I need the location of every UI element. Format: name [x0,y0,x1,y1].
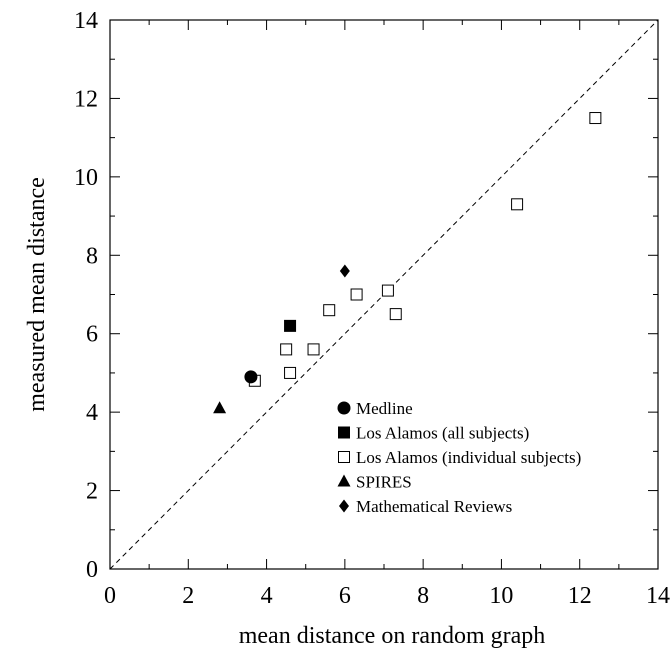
x-tick-label: 6 [339,583,351,609]
legend-label-spires: SPIRES [356,473,412,492]
y-tick-label: 8 [86,243,98,269]
legend-marker-medline [337,401,351,415]
x-tick-label: 14 [646,583,670,609]
x-tick-label: 2 [182,583,194,609]
data-point-mathematical-reviews [339,264,350,278]
y-tick-label: 10 [74,165,98,191]
data-point-los-alamos-individual-subjects [284,366,297,379]
data-point-los-alamos-individual-subjects [307,343,320,356]
legend-marker-los-alamos-all-subjects [338,426,350,439]
data-point-los-alamos-individual-subjects [381,284,394,297]
data-point-los-alamos-individual-subjects [280,343,293,356]
data-point-los-alamos-individual-subjects [589,112,602,125]
legend-marker-mathematical-reviews [339,499,349,513]
y-tick-label: 12 [74,86,98,112]
data-point-los-alamos-all-subjects [284,319,297,332]
legend-label-los-alamos-all-subjects: Los Alamos (all subjects) [356,424,529,443]
legend-marker-los-alamos-individual-subjects [338,451,350,463]
x-tick-label: 8 [417,583,429,609]
data-point-los-alamos-individual-subjects [323,304,336,317]
x-tick-label: 10 [489,583,513,609]
y-tick-label: 4 [86,400,98,426]
x-axis-title: mean distance on random graph [239,623,546,649]
legend-marker-spires [337,474,351,487]
data-point-spires [213,401,227,414]
data-point-los-alamos-individual-subjects [511,198,524,211]
data-point-los-alamos-individual-subjects [389,308,402,321]
data-point-los-alamos-individual-subjects [350,288,363,301]
y-tick-label: 14 [74,8,98,34]
ticks [109,19,659,570]
data-points [213,112,602,414]
x-tick-label: 12 [568,583,592,609]
legend-label-medline: Medline [356,399,413,418]
y-axis-title: measured mean distance [24,177,50,412]
y-tick-label: 0 [86,557,98,583]
data-point-medline [244,370,258,384]
legend-label-los-alamos-individual-subjects: Los Alamos (individual subjects) [356,448,581,467]
legend-label-mathematical-reviews: Mathematical Reviews [356,497,512,516]
x-tick-label: 0 [104,583,116,609]
tick-labels: 0 2 4 6 8 10 12 14 0 2 4 6 8 10 12 14 [74,8,670,609]
y-tick-label: 6 [86,322,98,348]
legend: Medline Los Alamos (all subjects) Los Alam… [337,399,581,516]
x-tick-label: 4 [261,583,273,609]
y-tick-label: 2 [86,479,98,505]
